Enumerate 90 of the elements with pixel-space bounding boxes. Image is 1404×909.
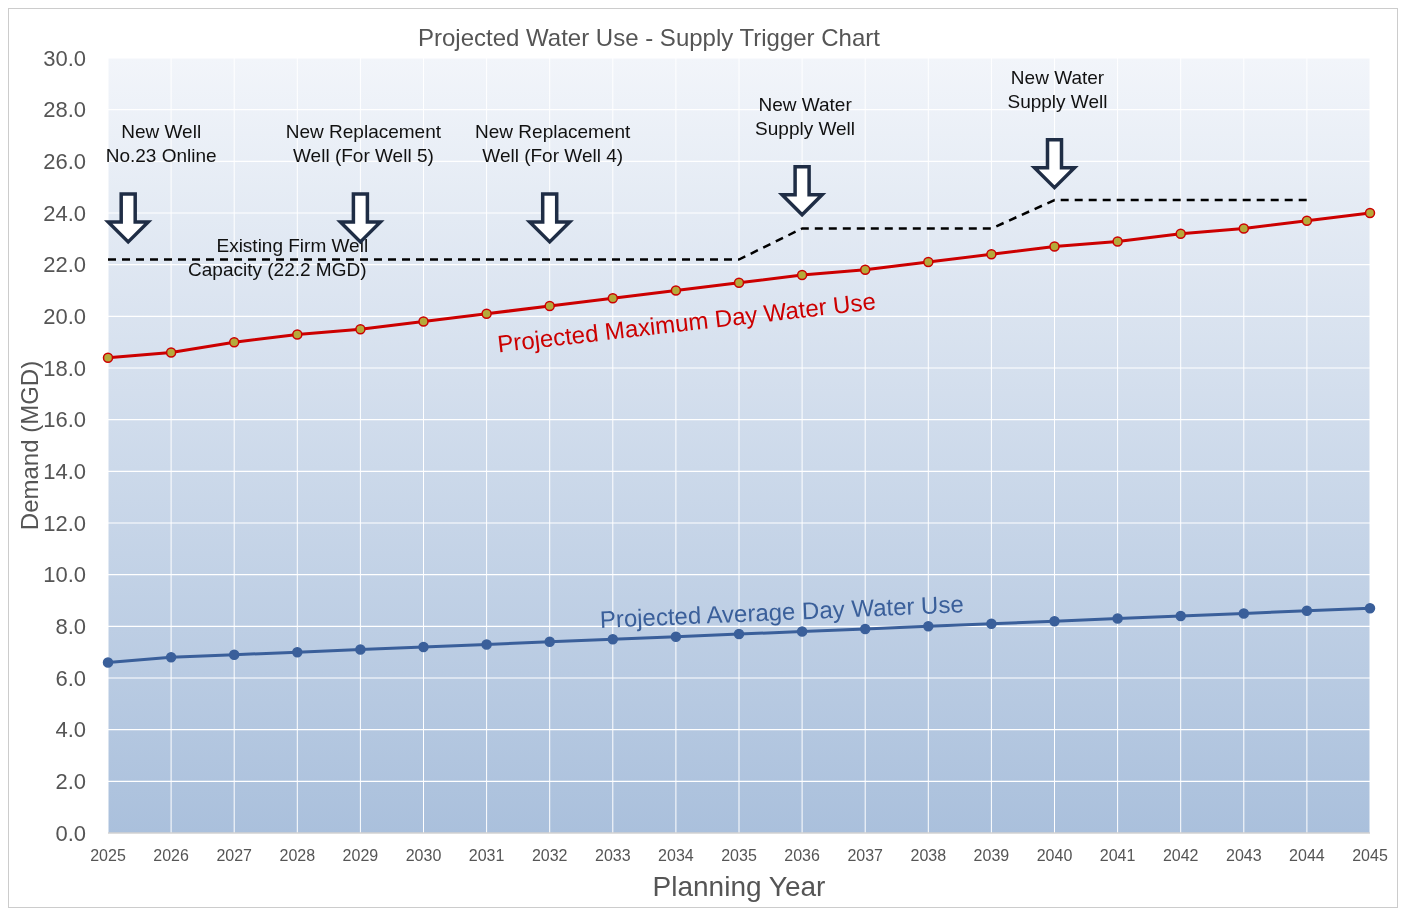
point — [1301, 605, 1313, 617]
point — [1175, 228, 1186, 239]
y-tick-label: 12.0 — [43, 510, 86, 536]
y-tick-label: 6.0 — [55, 665, 86, 691]
point — [607, 293, 619, 304]
y-tick-label: 28.0 — [43, 97, 86, 123]
point — [544, 636, 555, 648]
x-tick-label: 2028 — [279, 847, 316, 864]
y-tick-label: 4.0 — [55, 717, 86, 743]
x-tick-label: 2034 — [658, 847, 694, 864]
point — [670, 285, 682, 296]
annotation: New Water Supply Well — [755, 93, 856, 139]
y-tick-label: 16.0 — [43, 407, 86, 433]
point — [228, 649, 240, 660]
point — [1112, 236, 1123, 247]
point — [986, 618, 997, 629]
point — [733, 628, 745, 640]
point — [986, 249, 997, 260]
y-tick-label: 2.0 — [55, 769, 86, 795]
point — [1049, 241, 1060, 252]
point — [481, 639, 492, 650]
x-tick-label: 2040 — [1036, 847, 1073, 864]
point — [418, 316, 429, 327]
point — [292, 329, 303, 340]
x-tick-label: 2035 — [721, 847, 757, 864]
point — [796, 626, 808, 637]
chart-title: Projected Water Use - Supply Trigger Chart — [418, 24, 881, 51]
point — [481, 308, 492, 319]
y-tick-label: 14.0 — [43, 459, 86, 485]
point — [1112, 613, 1123, 624]
point — [355, 324, 366, 335]
x-tick-label: 2025 — [90, 847, 126, 864]
point — [1301, 215, 1313, 226]
x-tick-label: 2042 — [1162, 847, 1199, 864]
point — [859, 623, 871, 635]
x-tick-label: 2037 — [847, 847, 884, 864]
series-label: Projected Average Day Water Use — [599, 590, 965, 633]
point — [165, 347, 177, 358]
y-tick-label: 20.0 — [43, 304, 86, 330]
text: Projected Maximum Day Water Use — [495, 287, 878, 358]
x-axis-title: Planning Year — [652, 871, 826, 902]
x-tick-label: 2030 — [405, 847, 442, 864]
point — [102, 657, 114, 668]
point — [1364, 603, 1376, 614]
y-tick-label: 8.0 — [55, 614, 86, 640]
x-tick-label: 2038 — [910, 847, 947, 864]
y-tick-label: 22.0 — [43, 252, 86, 278]
point — [355, 644, 366, 655]
annotation: New Well No.23 Online — [105, 120, 217, 166]
x-tick-label: 2036 — [784, 847, 820, 864]
annotation: New Replacement Well (For Well 4) — [475, 120, 632, 166]
point — [1238, 223, 1250, 234]
x-tick-label: 2044 — [1289, 847, 1325, 864]
point — [292, 646, 303, 658]
y-axis-title: Demand (MGD) — [16, 360, 43, 531]
x-tick-label: 2027 — [216, 847, 253, 864]
point — [165, 652, 177, 663]
x-tick-label: 2032 — [531, 847, 568, 864]
point — [544, 300, 555, 312]
x-tick-label: 2043 — [1226, 847, 1262, 864]
x-tick-label: 2026 — [153, 847, 189, 864]
point — [796, 269, 808, 281]
annotation: New Replacement Well (For Well 5) — [285, 120, 442, 166]
x-tick-label: 2039 — [973, 847, 1010, 864]
point — [923, 621, 934, 632]
point — [670, 631, 682, 642]
y-tick-label: 26.0 — [43, 149, 86, 175]
point — [1175, 610, 1186, 622]
x-tick-label: 2029 — [342, 847, 379, 864]
x-tick-label: 2031 — [468, 847, 505, 864]
point — [1049, 615, 1060, 627]
point — [1238, 608, 1250, 619]
y-tick-label: 30.0 — [43, 45, 86, 71]
x-tick-label: 2041 — [1099, 847, 1136, 864]
point — [733, 277, 745, 288]
point — [228, 336, 240, 348]
point — [102, 352, 114, 363]
point — [1364, 207, 1376, 219]
x-tick-label: 2033 — [595, 847, 631, 864]
point — [859, 264, 871, 276]
point — [923, 256, 934, 268]
y-tick-label: 24.0 — [43, 200, 86, 226]
point — [418, 641, 429, 653]
y-tick-label: 18.0 — [43, 355, 86, 381]
annotation: Existing Firm Well Capacity (22.2 MGD) — [188, 234, 369, 280]
y-tick-label: 10.0 — [43, 562, 86, 588]
y-tick-label: 0.0 — [55, 820, 86, 846]
annotation: New Water Supply Well — [1007, 66, 1108, 112]
x-tick-label: 2045 — [1352, 847, 1388, 864]
point — [607, 634, 619, 645]
